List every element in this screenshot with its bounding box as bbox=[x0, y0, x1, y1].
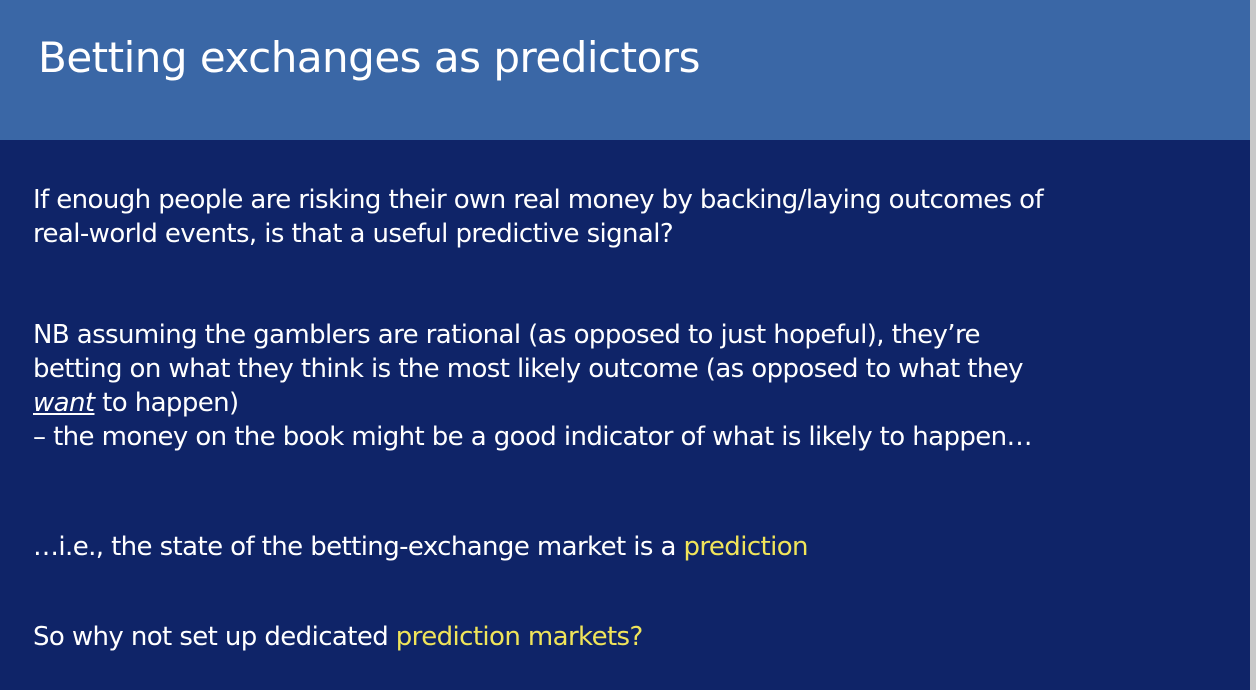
paragraph-rational-line-4: – the money on the book might be a good … bbox=[33, 422, 1033, 452]
paragraph-rational-line-3: want to happen) bbox=[33, 386, 1223, 420]
paragraph-question-line-2: real-world events, is that a useful pred… bbox=[33, 219, 674, 249]
right-edge-strip bbox=[1250, 0, 1256, 690]
highlight-prediction-markets: prediction markets? bbox=[395, 622, 644, 652]
paragraph-rational-gamblers: NB assuming the gamblers are rational (a… bbox=[33, 318, 1223, 454]
paragraph-rational-line-2: betting on what they think is the most l… bbox=[33, 354, 1024, 384]
title-bar: Betting exchanges as predictors bbox=[0, 0, 1256, 140]
paragraph-question: If enough people are risking their own r… bbox=[33, 183, 1223, 251]
paragraph-rational-line-1: NB assuming the gamblers are rational (a… bbox=[33, 320, 980, 350]
slide-title: Betting exchanges as predictors bbox=[38, 33, 700, 82]
highlight-prediction: prediction bbox=[683, 532, 808, 562]
emphasized-word: want bbox=[33, 388, 95, 418]
paragraph-prediction-markets: So why not set up dedicated prediction m… bbox=[33, 620, 1223, 654]
paragraph-market-text: …i.e., the state of the betting-exchange… bbox=[33, 532, 684, 562]
paragraph-market-prediction: …i.e., the state of the betting-exchange… bbox=[33, 530, 1223, 564]
paragraph-question-line-1: If enough people are risking their own r… bbox=[33, 185, 1044, 215]
slide-body bbox=[0, 140, 1256, 690]
paragraph-rational-line-3-rest: to happen) bbox=[94, 388, 239, 418]
paragraph-closing-text: So why not set up dedicated bbox=[33, 622, 396, 652]
